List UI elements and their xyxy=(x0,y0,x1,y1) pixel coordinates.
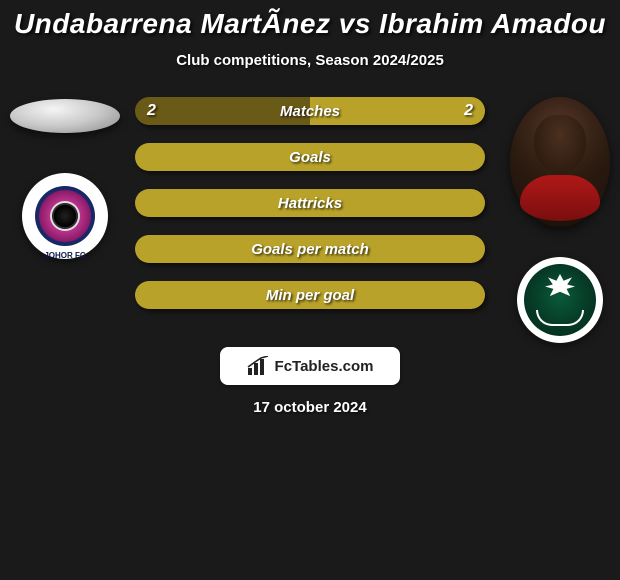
left-player-column xyxy=(10,97,120,259)
stat-bar: Hattricks xyxy=(135,189,485,217)
stat-label: Matches xyxy=(280,103,340,120)
johor-fc-logo-icon xyxy=(35,186,95,246)
left-player-photo xyxy=(10,99,120,133)
date-text: 17 october 2024 xyxy=(253,399,366,416)
page-title: Undabarrena MartÃ­nez vs Ibrahim Amadou xyxy=(14,8,606,40)
stat-value-left: 2 xyxy=(147,102,156,120)
left-club-badge xyxy=(22,173,108,259)
stat-label: Goals xyxy=(289,149,331,166)
right-player-photo xyxy=(510,97,610,227)
al-ahli-logo-icon xyxy=(524,264,596,336)
brand-text: FcTables.com xyxy=(275,358,374,375)
stat-label: Hattricks xyxy=(278,195,342,212)
stat-bar: Goals xyxy=(135,143,485,171)
bar-chart-icon xyxy=(247,356,271,376)
stat-label: Goals per match xyxy=(251,241,369,258)
subtitle: Club competitions, Season 2024/2025 xyxy=(176,52,444,69)
main-row: 2 2 Matches Goals Hattricks Goals per match Mi… xyxy=(0,97,620,309)
stat-bar: Min per goal xyxy=(135,281,485,309)
comparison-card: Undabarrena MartÃ­nez vs Ibrahim Amadou … xyxy=(0,0,620,580)
right-player-column xyxy=(510,97,610,343)
stat-bar: Goals per match xyxy=(135,235,485,263)
stat-bar: 2 2 Matches xyxy=(135,97,485,125)
right-club-badge xyxy=(517,257,603,343)
stats-bars: 2 2 Matches Goals Hattricks Goals per match Mi… xyxy=(135,97,485,309)
brand-badge: FcTables.com xyxy=(220,347,400,385)
stat-value-right: 2 xyxy=(464,102,473,120)
stat-label: Min per goal xyxy=(266,287,354,304)
